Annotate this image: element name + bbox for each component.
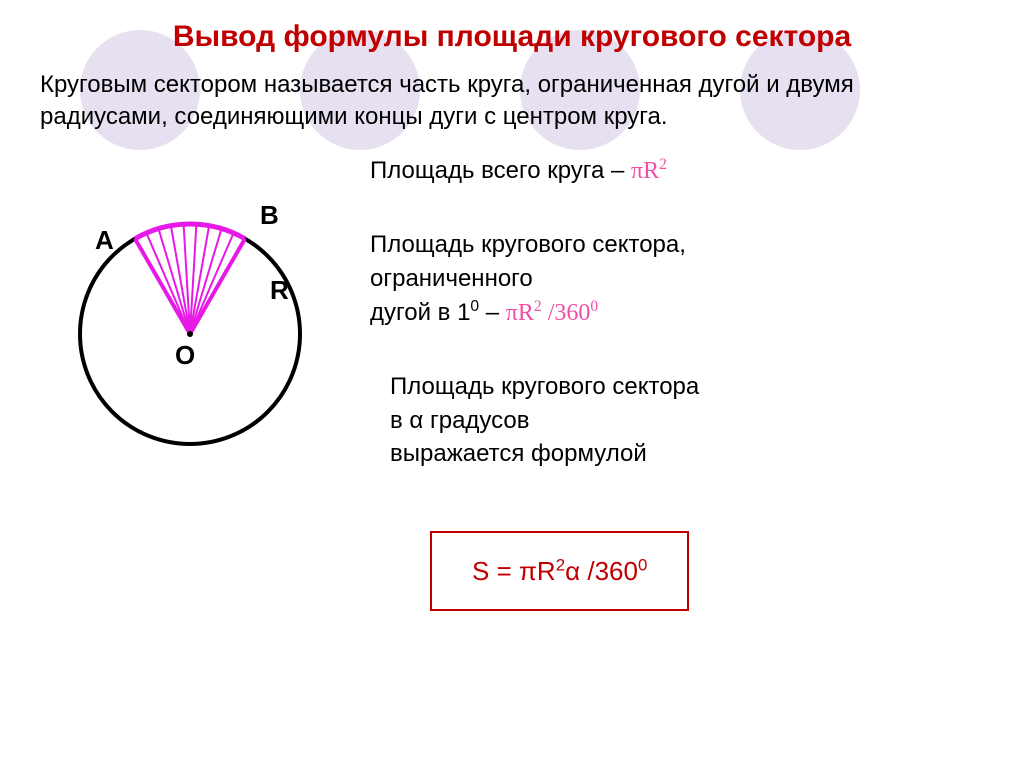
b2-formula-tailsup: 0 <box>590 298 598 315</box>
main-area: ABOR Площадь всего круга – πR2 Площадь к… <box>40 154 984 612</box>
b3-line1: Площадь кругового сектора <box>390 373 699 400</box>
b2-formula-sup: 2 <box>534 298 542 315</box>
b1-formula-base: πR <box>631 158 659 184</box>
svg-text:A: A <box>95 225 114 255</box>
b2-line3a: дугой в 1 <box>370 299 470 326</box>
b1-text: Площадь всего круга – <box>370 157 631 184</box>
b2-line3b: – <box>479 299 506 326</box>
block-full-circle-area: Площадь всего круга – πR2 <box>370 154 984 189</box>
b3-line3: выражается формулой <box>390 440 647 467</box>
b2-deg-sup: 0 <box>470 298 479 315</box>
diagram-column: A B O R <box>40 154 340 612</box>
block-one-degree-sector: Площадь кругового сектора, ограниченного… <box>370 228 984 330</box>
b1-formula-sup: 2 <box>659 156 667 173</box>
svg-text:O: O <box>175 340 195 370</box>
b1-formula: πR2 <box>631 158 667 184</box>
b2-formula: πR2 /3600 <box>506 300 598 326</box>
svg-text:B: B <box>260 200 279 230</box>
text-column: Площадь всего круга – πR2 Площадь кругов… <box>370 154 984 612</box>
b2-formula-base: πR <box>506 300 534 326</box>
b3-line2: в α градусов <box>390 407 530 434</box>
slide-content: Вывод формулы площади кругового сектора … <box>0 0 1024 631</box>
page-title: Вывод формулы площади кругового сектора <box>40 20 984 54</box>
svg-text:R: R <box>270 275 289 305</box>
sector-diagram: A B O R <box>40 164 340 484</box>
b2-line2: ограниченного <box>370 265 533 292</box>
final-formula-b: α /360 <box>565 556 638 586</box>
final-formula-sup2: 0 <box>638 555 647 574</box>
final-formula-a: S = πR <box>472 556 556 586</box>
definition-text: Круговым сектором называется часть круга… <box>40 69 984 134</box>
final-formula-sup1: 2 <box>556 555 565 574</box>
b2-line1: Площадь кругового сектора, <box>370 231 686 258</box>
b2-formula-tail: /360 <box>542 300 591 326</box>
definition-line2: радиусами, соединяющими концы дуги с цен… <box>40 103 668 130</box>
final-formula-box: S = πR2α /3600 <box>430 531 689 611</box>
block-alpha-sector: Площадь кругового сектора в α градусов в… <box>390 370 984 471</box>
definition-line1: Круговым сектором называется часть круга… <box>40 71 854 98</box>
